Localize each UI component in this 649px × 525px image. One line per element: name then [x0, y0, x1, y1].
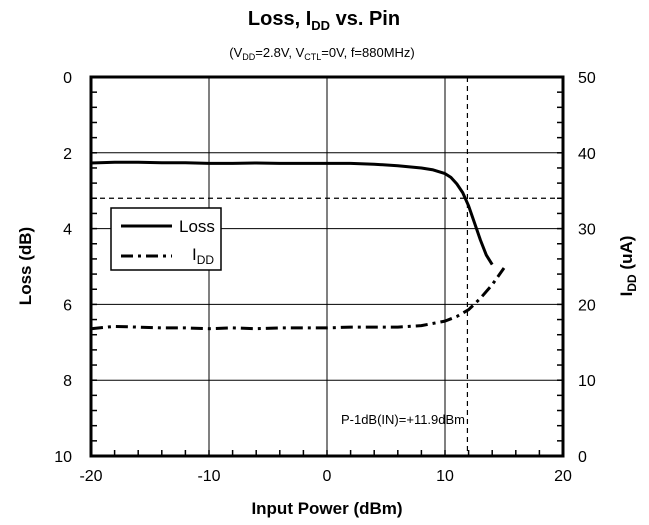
reference-lines	[91, 77, 563, 456]
right-y-axis-title: IDD (uA)	[617, 236, 639, 297]
right-y-tick-label: 0	[578, 449, 587, 466]
plot-frame	[89, 75, 565, 458]
right-y-tick-label: 50	[578, 70, 596, 87]
legend: Loss IDD	[110, 207, 222, 271]
tick-labels: -20 -10 0 10 20 0 2 4 6 8 10 50 40 30 20 10 0	[54, 70, 596, 485]
chart-title: Loss, IDD vs. Pin	[248, 8, 400, 33]
left-y-tick-label: 10	[54, 449, 72, 466]
chart-subtitle: (VDD=2.8V, VCTL=0V, f=880MHz)	[229, 45, 415, 62]
legend-box	[110, 207, 222, 271]
plot-border	[89, 75, 565, 458]
right-y-tick-label: 40	[578, 146, 596, 163]
left-y-tick-label: 2	[63, 146, 72, 163]
legend-loss-label: Loss	[179, 217, 215, 236]
left-y-tick-label: 0	[63, 70, 72, 87]
x-tick-label: -20	[79, 468, 102, 485]
x-tick-label: 20	[554, 468, 572, 485]
axis-titles: Input Power (dBm) Loss (dB) IDD (uA)	[16, 227, 639, 518]
x-tick-label: 10	[436, 468, 454, 485]
x-axis-title: Input Power (dBm)	[251, 499, 402, 518]
loss-series-line	[90, 160, 494, 266]
right-y-tick-label: 30	[578, 222, 596, 239]
left-y-tick-label: 4	[63, 222, 72, 239]
right-y-tick-label: 20	[578, 297, 596, 314]
idd-series-line	[90, 267, 506, 331]
right-y-tick-label: 10	[578, 373, 596, 390]
x-tick-label: -10	[197, 468, 220, 485]
p1db-annotation: P-1dB(IN)=+11.9dBm	[341, 412, 465, 427]
x-tick-label: 0	[323, 468, 332, 485]
legend-idd-label: IDD	[192, 245, 214, 267]
chart-title-group: Loss, IDD vs. Pin (VDD=2.8V, VCTL=0V, f=…	[229, 8, 415, 62]
series-lines	[90, 160, 506, 331]
left-y-axis-title: Loss (dB)	[16, 227, 35, 305]
left-y-tick-label: 8	[63, 373, 72, 390]
left-y-tick-label: 6	[63, 297, 72, 314]
